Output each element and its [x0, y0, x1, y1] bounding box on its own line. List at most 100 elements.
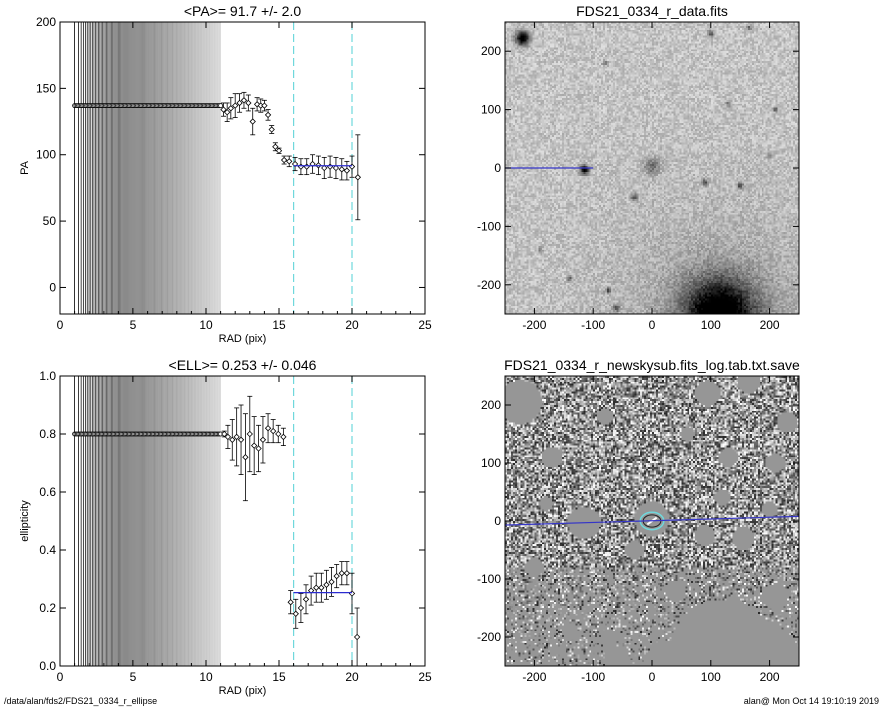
data-point: [227, 105, 234, 112]
x-tick-label: 20: [345, 670, 359, 684]
x-tick-label: 0: [57, 318, 64, 332]
data-point: [348, 590, 356, 597]
data-point: [354, 174, 362, 181]
y-tick-label: 200: [481, 398, 501, 412]
y-tick-label: -200: [477, 278, 501, 292]
y-tick-label: 0.2: [39, 601, 56, 615]
x-tick-label: -100: [581, 670, 605, 684]
data-point: [353, 633, 361, 641]
y-axis-label: PA: [19, 160, 31, 175]
x-tick-label: 0: [57, 670, 64, 684]
x-axis-label: RAD (pix): [219, 333, 267, 345]
y-tick-label: 0.0: [39, 659, 56, 673]
y-axis-label: ellipticity: [19, 500, 31, 542]
position-angle-line: [505, 515, 799, 526]
image-area: [505, 376, 799, 666]
x-tick-label: -200: [522, 318, 546, 332]
y-tick-label: 150: [36, 81, 56, 95]
x-tick-label: 5: [130, 670, 137, 684]
x-axis-label: RAD (pix): [219, 685, 267, 697]
x-tick-label: 100: [701, 670, 721, 684]
data-point: [348, 163, 356, 170]
fits-image-panel: -200 -100 0 100 200 -200 -100 0 100 200 FDS21_0334…: [477, 3, 800, 332]
data-point: [242, 454, 249, 461]
x-tick-label: 200: [760, 318, 780, 332]
data-point: [297, 163, 305, 170]
data-point: [338, 570, 345, 577]
data-point: [236, 99, 243, 107]
data-point: [275, 430, 282, 438]
data-point: [246, 430, 253, 438]
data-point: [224, 433, 232, 441]
data-point: [313, 584, 320, 591]
footer-timestamp: alan@ Mon Oct 14 19:10:19 2019: [743, 696, 879, 706]
axes-frame: [59, 375, 426, 667]
data-point: [328, 578, 335, 586]
image-area: [505, 22, 799, 314]
x-tick-label: 15: [272, 318, 286, 332]
data-point: [233, 433, 240, 441]
x-tick-label: 25: [418, 318, 432, 332]
data-point: [287, 599, 294, 606]
y-tick-label: 100: [481, 456, 501, 470]
data-point: [332, 164, 340, 172]
data-point: [333, 572, 340, 580]
chart-title: <PA>= 91.7 +/- 2.0: [184, 3, 301, 19]
x-tick-label: -200: [522, 670, 546, 684]
data-point: [224, 109, 231, 116]
y-tick-label: 0: [49, 280, 56, 294]
data-point: [259, 436, 267, 443]
data-point: [343, 570, 351, 577]
data-point: [318, 584, 325, 591]
data-point: [221, 430, 228, 438]
x-tick-label: 25: [418, 670, 432, 684]
y-tick-label: -100: [477, 572, 501, 586]
chart-title: FDS21_0334_r_newskysub.fits_log.tab.txt.…: [504, 357, 800, 373]
x-tick-label: 100: [701, 318, 721, 332]
data-point: [255, 445, 262, 452]
plot-area: [72, 22, 362, 314]
data-point: [269, 427, 277, 435]
data-point: [280, 433, 287, 441]
plot-area: [72, 376, 361, 666]
chart-title: FDS21_0334_r_data.fits: [576, 3, 728, 19]
y-tick-label: 100: [481, 103, 501, 117]
x-tick-label: 0: [649, 318, 656, 332]
y-tick-label: 100: [36, 148, 56, 162]
y-tick-label: 200: [36, 15, 56, 29]
data-point: [343, 167, 351, 174]
y-tick-label: -200: [477, 630, 501, 644]
data-point: [286, 158, 293, 165]
data-point: [264, 425, 272, 432]
data-point: [275, 147, 283, 154]
data-point: [220, 106, 227, 113]
data-point: [251, 442, 258, 449]
x-tick-label: 15: [272, 670, 286, 684]
y-tick-label: 1.0: [39, 369, 56, 383]
data-point: [297, 604, 305, 612]
data-point: [261, 102, 268, 109]
data-point: [253, 101, 261, 108]
y-tick-label: 50: [43, 214, 57, 228]
data-point: [240, 97, 248, 104]
dense-marker: [218, 103, 224, 109]
profile-panel: 0 5 10 15 20 25 0.0 0.2 0.4 0.6 0.8 1.0 <ELL>= 0.253…: [19, 357, 432, 697]
y-tick-label: 0.6: [39, 485, 56, 499]
x-tick-label: 20: [345, 318, 359, 332]
chart-title: <ELL>= 0.253 +/- 0.046: [169, 357, 317, 373]
x-tick-label: 10: [199, 318, 213, 332]
x-tick-label: 200: [760, 670, 780, 684]
data-point: [272, 143, 279, 150]
data-point: [237, 436, 245, 443]
data-point: [321, 164, 328, 172]
y-tick-label: 0.8: [39, 427, 56, 441]
x-tick-label: 5: [130, 318, 137, 332]
data-point: [264, 111, 272, 119]
data-point: [338, 166, 345, 173]
y-tick-label: 200: [481, 44, 501, 58]
data-point: [280, 156, 288, 164]
data-point: [229, 436, 236, 443]
data-point: [302, 596, 310, 603]
y-tick-label: 0: [494, 161, 501, 175]
